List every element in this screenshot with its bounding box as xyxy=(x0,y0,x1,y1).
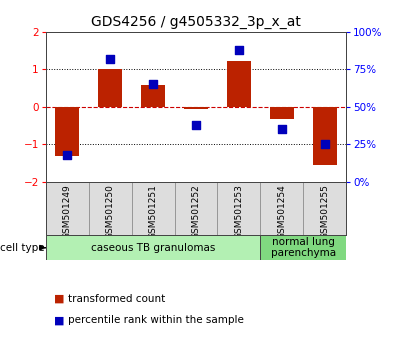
Text: GSM501250: GSM501250 xyxy=(105,184,115,239)
Point xyxy=(150,81,156,87)
Point xyxy=(64,152,70,158)
Bar xyxy=(55,107,79,156)
FancyBboxPatch shape xyxy=(217,182,260,235)
Bar xyxy=(184,107,208,109)
Point xyxy=(279,126,285,132)
Title: GDS4256 / g4505332_3p_x_at: GDS4256 / g4505332_3p_x_at xyxy=(91,16,301,29)
Text: caseous TB granulomas: caseous TB granulomas xyxy=(91,243,215,253)
FancyBboxPatch shape xyxy=(89,182,132,235)
FancyBboxPatch shape xyxy=(303,182,346,235)
Text: normal lung
parenchyma: normal lung parenchyma xyxy=(271,237,336,258)
Text: GSM501252: GSM501252 xyxy=(191,184,201,239)
Text: transformed count: transformed count xyxy=(68,294,165,304)
Text: ■: ■ xyxy=(54,315,64,325)
Bar xyxy=(141,85,165,107)
Text: GSM501251: GSM501251 xyxy=(148,184,158,239)
Text: GSM501249: GSM501249 xyxy=(63,184,72,239)
FancyBboxPatch shape xyxy=(46,235,260,260)
Bar xyxy=(227,61,251,107)
FancyBboxPatch shape xyxy=(175,182,217,235)
FancyBboxPatch shape xyxy=(260,235,346,260)
Text: percentile rank within the sample: percentile rank within the sample xyxy=(68,315,244,325)
Text: GSM501255: GSM501255 xyxy=(320,184,329,239)
FancyBboxPatch shape xyxy=(132,182,175,235)
Point xyxy=(322,142,328,147)
Text: ■: ■ xyxy=(54,294,64,304)
FancyBboxPatch shape xyxy=(260,182,303,235)
Bar xyxy=(270,107,294,119)
Point xyxy=(236,47,242,53)
Text: GSM501254: GSM501254 xyxy=(277,184,287,239)
FancyBboxPatch shape xyxy=(46,182,89,235)
Text: GSM501253: GSM501253 xyxy=(234,184,244,239)
Text: cell type: cell type xyxy=(0,243,45,253)
Bar xyxy=(98,69,122,107)
Point xyxy=(193,122,199,128)
Point xyxy=(107,56,113,62)
Bar xyxy=(313,107,337,165)
